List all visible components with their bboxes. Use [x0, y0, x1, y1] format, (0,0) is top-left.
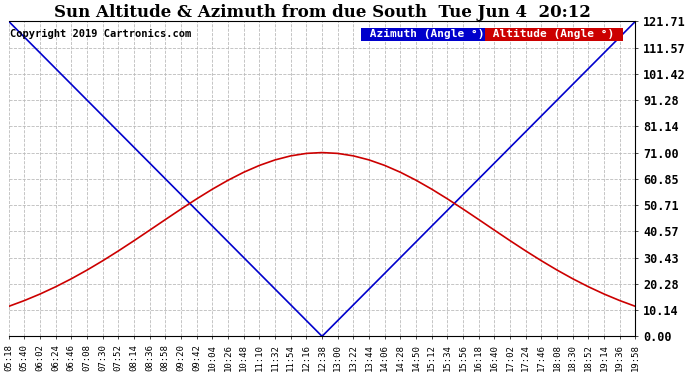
Title: Sun Altitude & Azimuth from due South  Tue Jun 4  20:12: Sun Altitude & Azimuth from due South Tu… [54, 4, 591, 21]
Text: Azimuth (Angle °): Azimuth (Angle °) [363, 29, 491, 39]
Text: Copyright 2019 Cartronics.com: Copyright 2019 Cartronics.com [10, 29, 191, 39]
Text: Altitude (Angle °): Altitude (Angle °) [486, 29, 621, 39]
